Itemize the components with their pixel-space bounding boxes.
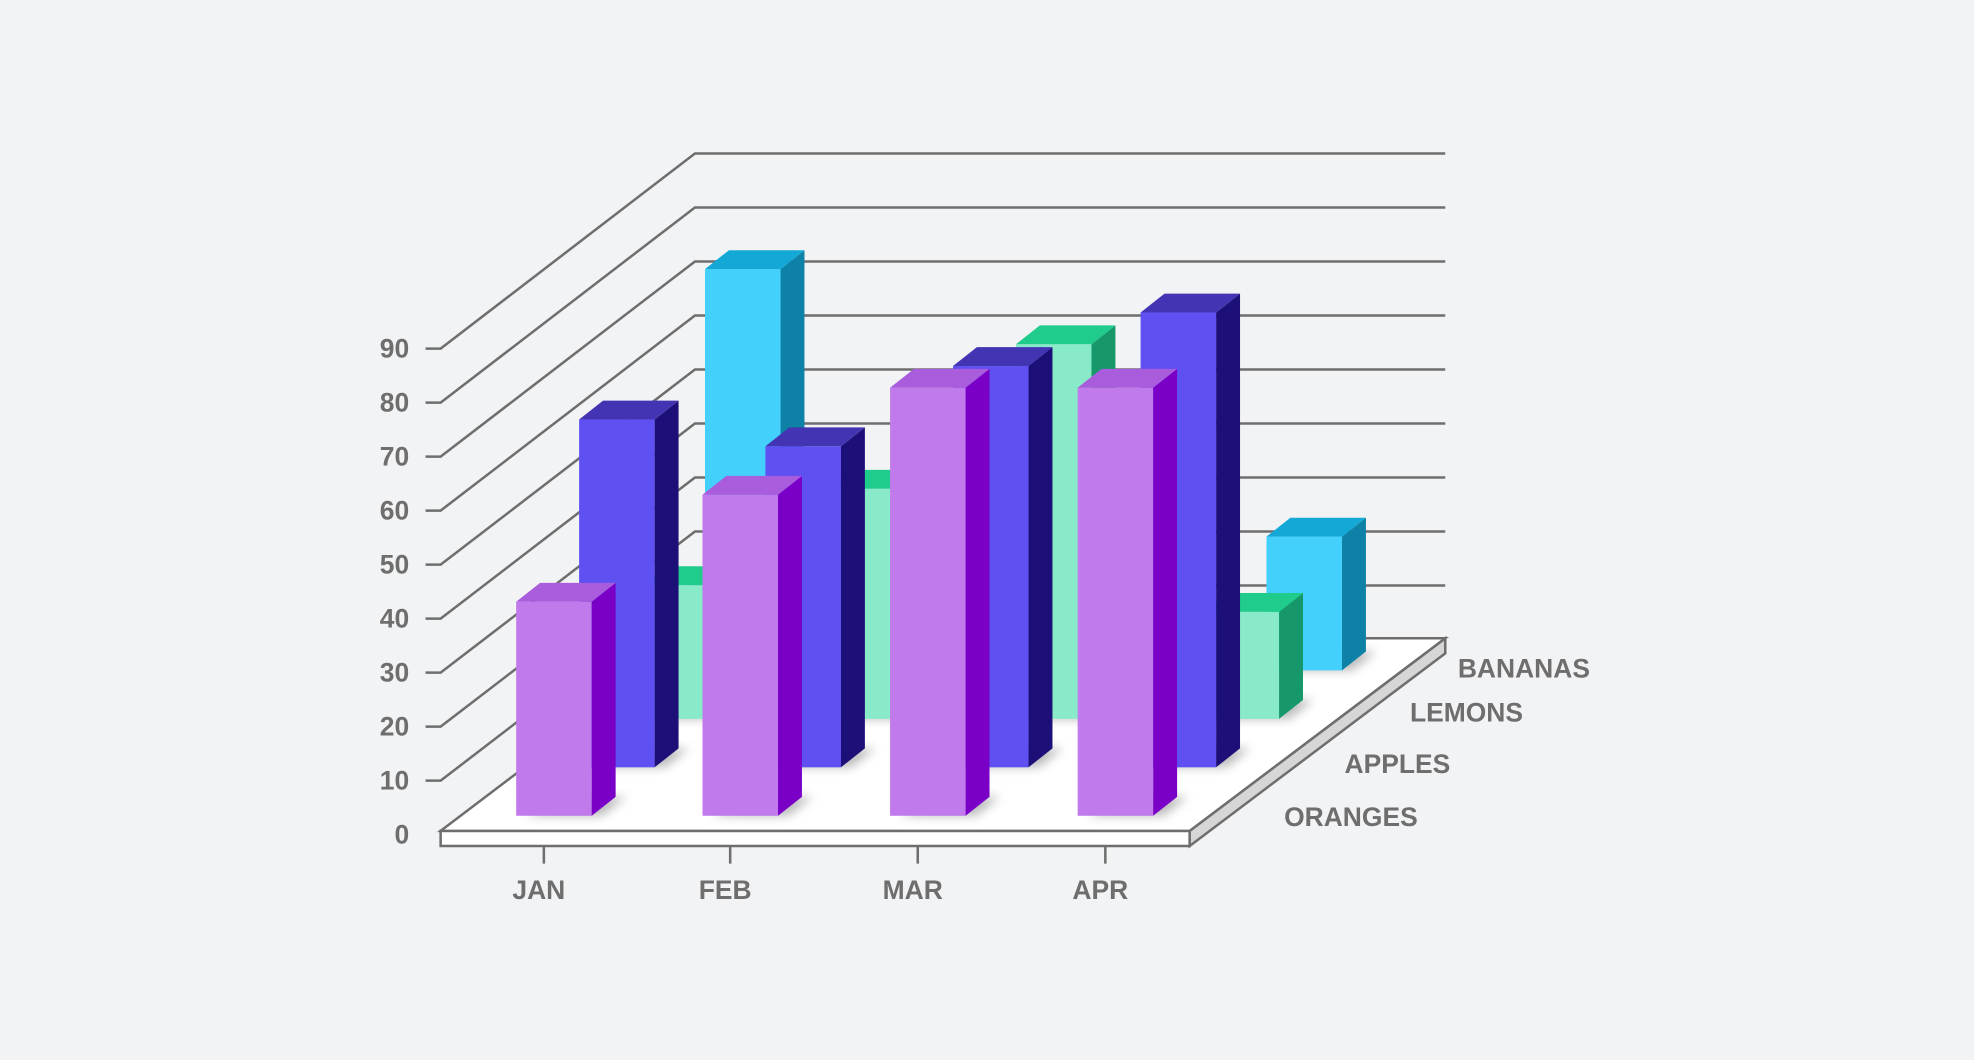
y-tick-label: 10: [380, 765, 409, 795]
bar-top: [1266, 517, 1366, 537]
bar-side: [654, 400, 679, 768]
bar-side: [840, 427, 865, 768]
y-tick-label: 0: [394, 819, 409, 849]
bar-side: [965, 368, 990, 816]
gridline: [425, 206, 1446, 404]
series-label: LEMONS: [1410, 697, 1523, 727]
floor-front-edge: [439, 829, 1191, 848]
bar-top: [1077, 368, 1178, 388]
y-tick-label: 60: [380, 495, 409, 525]
series-label: APPLES: [1345, 749, 1451, 779]
bar-front: [1077, 387, 1154, 816]
bar-oranges-feb: [702, 475, 813, 816]
x-tick-label: FEB: [699, 875, 752, 905]
gridline: [425, 260, 1446, 458]
series-label: ORANGES: [1284, 802, 1418, 832]
bar-front: [516, 601, 592, 816]
bar-top: [1015, 325, 1116, 345]
bar-top: [705, 250, 805, 270]
x-tick-label: JAN: [512, 875, 565, 905]
y-tick-label: 30: [380, 657, 409, 687]
bars: [516, 250, 1377, 816]
y-tick-label: 20: [380, 711, 409, 741]
gridline: [425, 152, 1446, 350]
bar-side: [1216, 293, 1241, 768]
y-tick-label: 50: [380, 549, 409, 579]
bar-top: [1140, 293, 1241, 313]
bar-oranges-apr: [1077, 368, 1188, 816]
x-tick-label: MAR: [883, 875, 943, 905]
bar-top: [702, 475, 802, 495]
bar-front: [702, 494, 779, 816]
gridline: [425, 314, 1446, 512]
y-tick-label: 40: [380, 603, 409, 633]
bar-side: [1153, 368, 1178, 816]
y-tick-label: 70: [380, 441, 409, 471]
series-label: BANANAS: [1458, 653, 1590, 683]
bar-side: [1342, 517, 1366, 671]
bar-side: [1028, 347, 1053, 768]
bar-side: [591, 582, 616, 816]
bar-side: [778, 475, 802, 816]
bar-top: [890, 368, 990, 388]
bar-oranges-mar: [890, 368, 1000, 816]
gridlines: [425, 152, 1446, 782]
bar-top: [953, 347, 1053, 367]
y-tick-label: 80: [380, 387, 409, 417]
bar-top: [765, 427, 865, 447]
bar-top: [516, 582, 616, 602]
bar-oranges-jan: [516, 582, 626, 816]
x-tick-label: APR: [1072, 875, 1128, 905]
bar-side: [1279, 592, 1303, 719]
axis-labels: 0 10 20 30 40 50 60 70 80 90 JAN FEB MAR APR ORANGES AP…: [380, 333, 1590, 904]
y-tick-label: 90: [380, 333, 409, 363]
bar-front: [890, 387, 966, 816]
bar-top: [579, 400, 679, 420]
